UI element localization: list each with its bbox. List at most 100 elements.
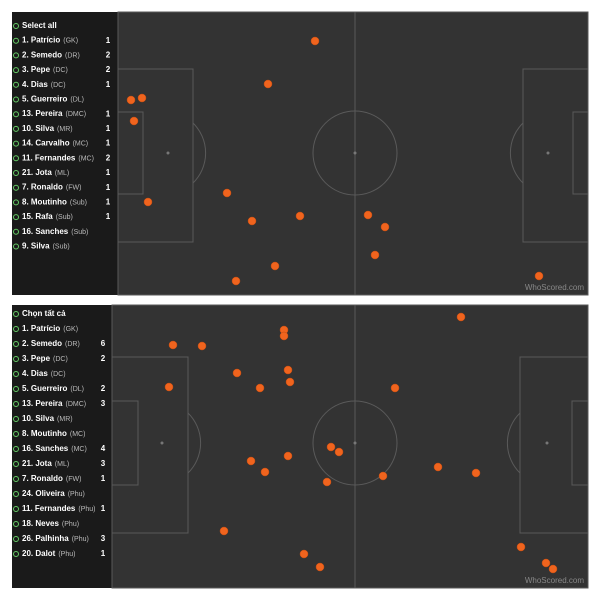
checkbox[interactable] xyxy=(13,228,19,235)
checkbox[interactable] xyxy=(13,356,19,362)
checkbox[interactable] xyxy=(13,326,19,332)
player-label[interactable]: 14. Carvalho (MC) xyxy=(22,139,88,148)
watermark: WhoScored.com xyxy=(525,283,584,292)
checkbox[interactable] xyxy=(13,386,19,392)
player-label[interactable]: 26. Palhinha (Phu) xyxy=(22,534,89,543)
player-label[interactable]: 21. Jota (ML) xyxy=(22,168,69,177)
checkbox[interactable] xyxy=(13,551,19,557)
checkbox[interactable] xyxy=(13,170,19,176)
player-label[interactable]: 4. Dias (DC) xyxy=(22,369,66,378)
player-name: 7. Ronaldo xyxy=(22,474,63,483)
select-all[interactable]: Select all xyxy=(22,21,57,30)
checkbox[interactable] xyxy=(13,461,19,467)
player-name: 21. Jota xyxy=(22,168,52,177)
player-label[interactable]: 4. Dias (DC) xyxy=(22,80,66,89)
player-label[interactable]: 10. Silva (MR) xyxy=(22,414,73,423)
checkbox[interactable] xyxy=(13,311,19,317)
event-count: 2 xyxy=(106,153,111,162)
checkbox[interactable] xyxy=(13,52,19,59)
checkbox[interactable] xyxy=(13,140,19,147)
player-label[interactable]: 5. Guerreiro (DL) xyxy=(22,95,84,104)
player-name: 10. Silva xyxy=(22,414,55,423)
checkbox[interactable] xyxy=(13,37,19,44)
checkbox[interactable] xyxy=(13,476,19,482)
player-label[interactable]: 20. Dalot (Phu) xyxy=(22,549,75,558)
checkbox[interactable] xyxy=(13,446,19,452)
watermark: WhoScored.com xyxy=(525,576,584,585)
player-label[interactable]: 21. Jota (ML) xyxy=(22,459,69,468)
event-count: 2 xyxy=(106,51,111,60)
event-count: 1 xyxy=(106,124,111,133)
player-label[interactable]: 7. Ronaldo (FW) xyxy=(22,474,81,483)
checkbox[interactable] xyxy=(13,371,19,377)
player-pos: (DL) xyxy=(70,96,84,103)
player-name: 2. Semedo xyxy=(22,51,62,60)
player-label[interactable]: 2. Semedo (DR) xyxy=(22,339,80,348)
player-pos: (MC) xyxy=(73,140,89,147)
checkbox[interactable] xyxy=(13,521,19,527)
player-pos: (Phu) xyxy=(68,491,85,498)
event-dots xyxy=(164,312,558,574)
player-name: 8. Moutinho xyxy=(22,429,67,438)
player-name: 20. Dalot xyxy=(22,549,56,558)
select-all[interactable]: Chọn tất cả xyxy=(22,309,66,318)
checkbox[interactable] xyxy=(13,506,19,512)
event-count: 3 xyxy=(101,459,106,468)
player-pos: (DL) xyxy=(70,386,84,393)
player-label[interactable]: 5. Guerreiro (DL) xyxy=(22,384,84,393)
checkbox[interactable] xyxy=(13,184,19,191)
event-count: 1 xyxy=(106,36,111,45)
player-label[interactable]: 3. Pepe (DC) xyxy=(22,65,68,74)
player-name: 3. Pepe xyxy=(22,65,51,74)
pitch xyxy=(118,12,588,295)
player-pos: (Phu) xyxy=(62,521,79,528)
player-label[interactable]: 3. Pepe (DC) xyxy=(22,354,68,363)
player-label[interactable]: 11. Fernandes (Phu) xyxy=(22,504,95,513)
checkbox[interactable] xyxy=(13,214,19,221)
player-label[interactable]: 7. Ronaldo (FW) xyxy=(22,183,81,192)
player-name: 1. Patrício xyxy=(22,36,60,45)
checkbox[interactable] xyxy=(13,243,19,250)
checkbox[interactable] xyxy=(13,96,19,103)
checkbox[interactable] xyxy=(13,536,19,542)
player-name: 15. Rafa xyxy=(22,212,53,221)
player-name: 9. Silva xyxy=(22,242,50,251)
player-label[interactable]: 1. Patrício (GK) xyxy=(22,324,78,333)
player-label[interactable]: 18. Neves (Phu) xyxy=(22,519,79,528)
checkbox[interactable] xyxy=(13,111,19,118)
checkbox[interactable] xyxy=(13,401,19,407)
checkbox[interactable] xyxy=(13,67,19,74)
player-label[interactable]: 8. Moutinho (Sub) xyxy=(22,198,87,207)
checkbox[interactable] xyxy=(13,23,19,29)
checkbox[interactable] xyxy=(13,491,19,497)
checkbox[interactable] xyxy=(13,416,19,422)
checkbox[interactable] xyxy=(13,155,19,162)
event-count: 6 xyxy=(101,339,106,348)
pitch-lines xyxy=(111,304,589,589)
player-label[interactable]: 8. Moutinho (MC) xyxy=(22,429,85,438)
player-label[interactable]: 9. Silva (Sub) xyxy=(22,242,70,251)
player-label[interactable]: 13. Pereira (DMC) xyxy=(22,109,86,118)
event-dots xyxy=(126,36,544,286)
checkbox[interactable] xyxy=(13,431,19,437)
player-label[interactable]: 13. Pereira (DMC) xyxy=(22,399,86,408)
player-label[interactable]: 24. Oliveira (Phu) xyxy=(22,489,85,498)
event-count: 3 xyxy=(101,399,106,408)
checkbox[interactable] xyxy=(13,81,19,88)
player-label[interactable]: 11. Fernandes (MC) xyxy=(22,153,94,162)
player-label[interactable]: 1. Patrício (GK) xyxy=(22,36,78,45)
player-pos: (GK) xyxy=(63,326,78,333)
player-pos: (ML) xyxy=(55,170,69,177)
player-label[interactable]: 16. Sanches (Sub) xyxy=(22,227,88,236)
checkbox[interactable] xyxy=(13,125,19,132)
player-label[interactable]: 10. Silva (MR) xyxy=(22,124,73,133)
player-pos: (MC) xyxy=(71,446,87,453)
player-label[interactable]: 16. Sanches (MC) xyxy=(22,444,87,453)
player-pos: (Phu) xyxy=(58,551,75,558)
player-label[interactable]: 15. Rafa (Sub) xyxy=(22,212,73,221)
player-pos: (DMC) xyxy=(65,401,86,408)
checkbox[interactable] xyxy=(13,341,19,347)
player-label[interactable]: 2. Semedo (DR) xyxy=(22,51,80,60)
player-name: 13. Pereira xyxy=(22,109,63,118)
checkbox[interactable] xyxy=(13,199,19,206)
